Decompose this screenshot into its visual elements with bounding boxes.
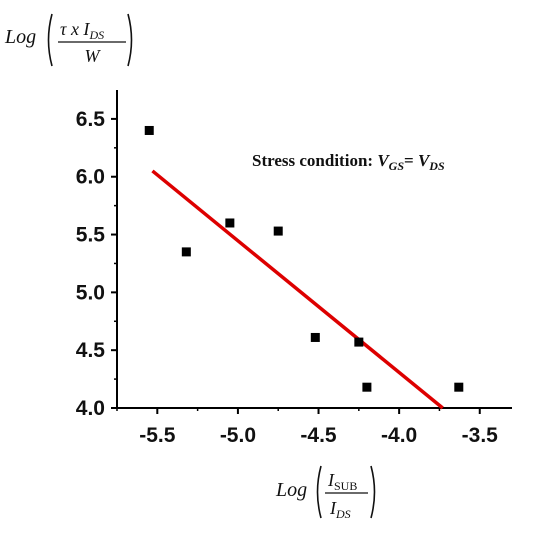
y-label-right-paren <box>127 13 133 67</box>
data-point <box>310 332 320 342</box>
data-point <box>354 337 364 347</box>
data-point <box>454 382 464 392</box>
x-label-num-main: I <box>327 470 335 490</box>
data-point <box>181 247 191 257</box>
y-tick-label: 4.5 <box>76 339 106 362</box>
y-axis-label: Log τ x IDS W <box>4 13 133 67</box>
data-points <box>144 125 464 392</box>
y-ticks: 4.0 4.5 5.0 5.5 6.0 6.5 <box>76 108 117 420</box>
x-tick-label: -3.5 <box>462 424 499 447</box>
data-point <box>362 382 372 392</box>
y-tick-label: 4.0 <box>76 397 105 420</box>
x-ticks: -5.5 -5.0 -4.5 -4.0 -3.5 <box>116 408 499 447</box>
y-label-left-paren <box>47 13 53 67</box>
data-point <box>144 125 154 135</box>
x-axis-label: Log ISUB IDS <box>275 465 376 521</box>
data-point <box>225 218 235 228</box>
fit-line <box>151 169 444 410</box>
annotation-v2: V <box>418 151 431 170</box>
x-label-left-paren <box>316 465 322 519</box>
y-label-num-sub: DS <box>88 28 104 42</box>
x-tick-label: -4.5 <box>300 424 337 447</box>
y-label-prefix: Log <box>4 26 36 48</box>
x-label-right-paren <box>370 465 376 519</box>
annotation-eq: = <box>404 151 418 170</box>
x-label-den-sub: DS <box>335 507 351 521</box>
y-tick-label: 6.0 <box>76 166 105 189</box>
x-label-numerator: ISUB <box>327 470 357 493</box>
annotation-v1: V <box>377 151 390 170</box>
y-tick-label: 6.5 <box>76 108 106 131</box>
x-label-den-main: I <box>329 498 337 518</box>
y-tick-label: 5.5 <box>76 224 106 247</box>
x-label-prefix: Log <box>275 479 307 501</box>
annotation-v2-sub: DS <box>428 159 445 173</box>
x-tick-label: -5.0 <box>220 424 256 447</box>
annotation-text: Stress condition: <box>252 151 377 170</box>
annotation-v1-sub: GS <box>389 159 405 173</box>
y-label-numerator: τ x IDS <box>60 19 104 42</box>
stress-annotation: Stress condition: VGS= VDS <box>252 151 445 173</box>
x-tick-label: -5.5 <box>139 424 176 447</box>
data-point <box>273 226 283 236</box>
x-label-num-sub: SUB <box>334 479 357 493</box>
fit-line-group <box>151 169 444 410</box>
x-tick-label: -4.0 <box>381 424 417 447</box>
y-label-num-main: τ x I <box>60 19 90 39</box>
y-tick-label: 5.0 <box>76 281 105 304</box>
x-label-denominator: IDS <box>329 498 351 521</box>
y-label-denominator: W <box>85 46 102 66</box>
